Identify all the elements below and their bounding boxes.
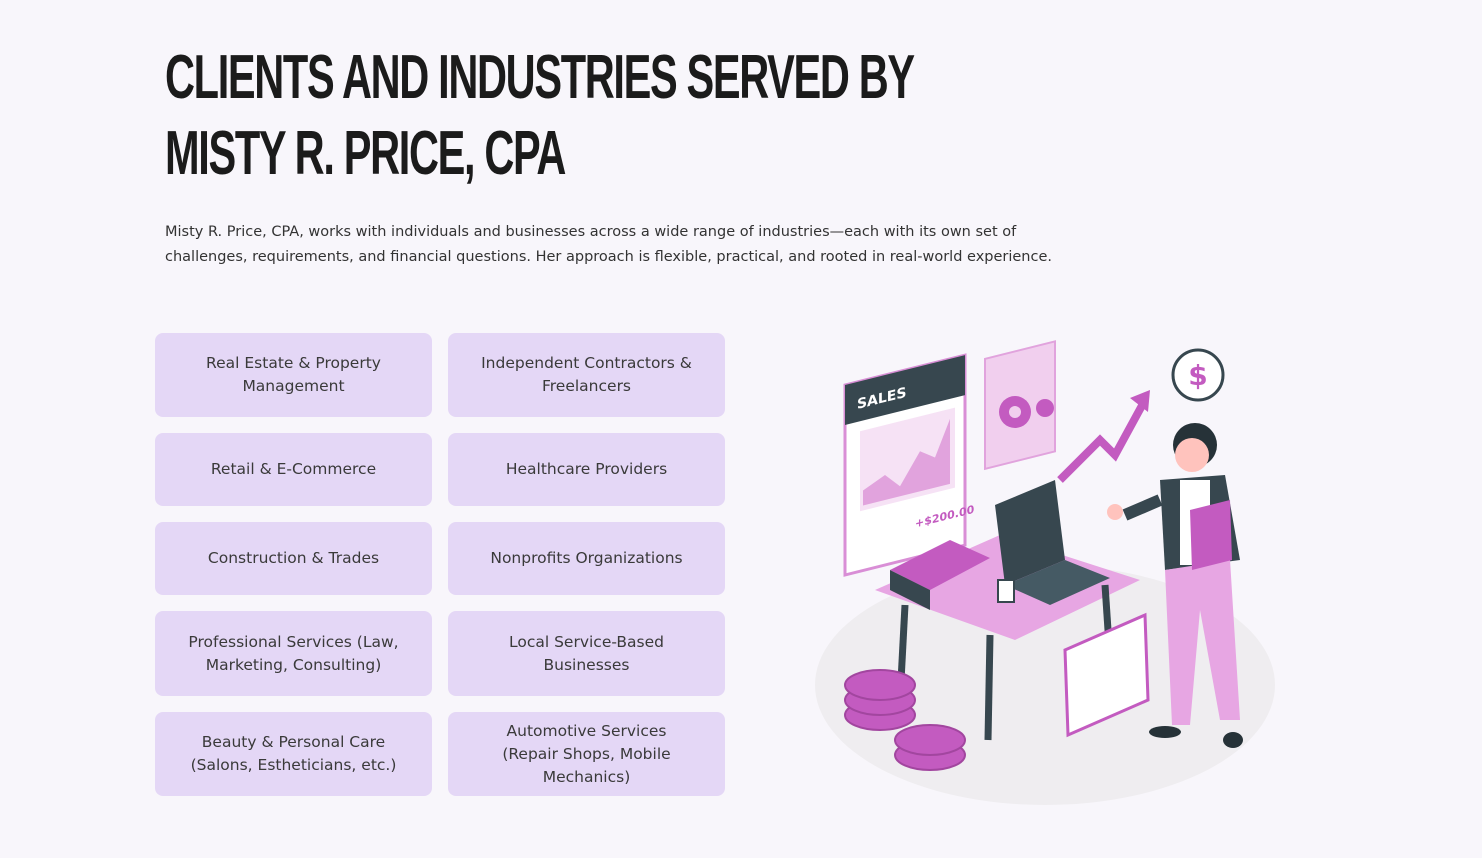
- heading: CLIENTS AND INDUSTRIES SERVED BY MISTY R…: [165, 40, 915, 192]
- industry-card: Local Service-Based Businesses: [448, 611, 725, 696]
- industry-card: Automotive Services (Repair Shops, Mobil…: [448, 712, 725, 796]
- intro: Misty R. Price, CPA, works with individu…: [165, 224, 1052, 265]
- industry-grid: Real Estate & Property Management Indepen…: [155, 333, 725, 796]
- heading-line: MISTY R. PRICE, CPA: [165, 119, 566, 188]
- industry-card: Independent Contractors & Freelancers: [448, 333, 725, 417]
- industry-card: Beauty & Personal Care (Salons, Esthetic…: [155, 712, 432, 796]
- heading-line: CLIENTS AND INDUSTRIES SERVED BY: [165, 43, 915, 112]
- industry-card: Healthcare Providers: [448, 433, 725, 506]
- illustration: SALES +$200.00 $: [815, 340, 1275, 805]
- industry-card: Construction & Trades: [155, 522, 432, 595]
- dollar-icon: $: [1188, 359, 1207, 392]
- industry-card: Retail & E-Commerce: [155, 433, 432, 506]
- industry-card: Real Estate & Property Management: [155, 333, 432, 417]
- industry-card: Professional Services (Law, Marketing, C…: [155, 611, 432, 696]
- industry-card: Nonprofits Organizations: [448, 522, 725, 595]
